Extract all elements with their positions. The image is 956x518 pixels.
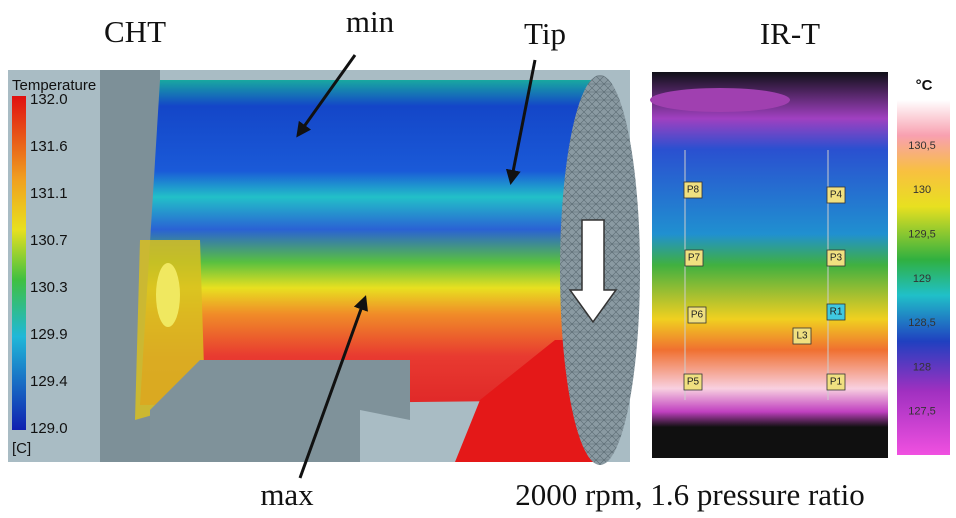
cht-render (8, 70, 640, 465)
caption: 2000 rpm, 1.6 pressure ratio (515, 477, 865, 512)
legend-tick-label: 130.7 (30, 232, 68, 249)
ir-tick-label: 128 (913, 361, 931, 373)
max-label: max (260, 477, 314, 512)
ir-unit: °C (916, 77, 933, 94)
tip-label: Tip (524, 16, 566, 51)
ir-tick-label: 130 (913, 184, 931, 196)
legend-tick-label: 129.9 (30, 326, 68, 343)
ir-tick-label: 129,5 (908, 229, 936, 241)
cht-title: CHT (104, 14, 166, 49)
legend-tick-label: 129.4 (30, 373, 68, 390)
point-label: L3 (796, 331, 808, 342)
point-label: P6 (691, 310, 704, 321)
temperature-field (140, 80, 600, 405)
point-label: P3 (830, 253, 843, 264)
point-label: P5 (687, 377, 700, 388)
legend-tick-label: 131.1 (30, 185, 68, 202)
min-label: min (346, 4, 395, 39)
figure: CHT min Tip IR-T max 2000 rpm, 1.6 press… (0, 0, 956, 518)
hot-strip (650, 88, 790, 112)
port-hole (156, 263, 180, 327)
point-label: R1 (830, 307, 843, 318)
ir-tick-label: 128,5 (908, 317, 936, 329)
irt-title: IR-T (760, 16, 820, 51)
legend-tick-label: 129.0 (30, 420, 68, 437)
ir-tick-label: 129 (913, 273, 931, 285)
legend-unit: [C] (12, 440, 31, 457)
color-bar (12, 96, 26, 430)
ir-tick-label: 127,5 (908, 406, 936, 418)
point-label: P1 (830, 377, 843, 388)
legend-tick-label: 130.3 (30, 279, 68, 296)
ir-tick-label: 130,5 (908, 140, 936, 152)
legend-tick-label: 131.6 (30, 138, 68, 155)
point-label: P4 (830, 190, 843, 201)
legend-tick-label: 132.0 (30, 91, 68, 108)
point-label: P7 (688, 253, 701, 264)
point-label: P8 (687, 185, 700, 196)
